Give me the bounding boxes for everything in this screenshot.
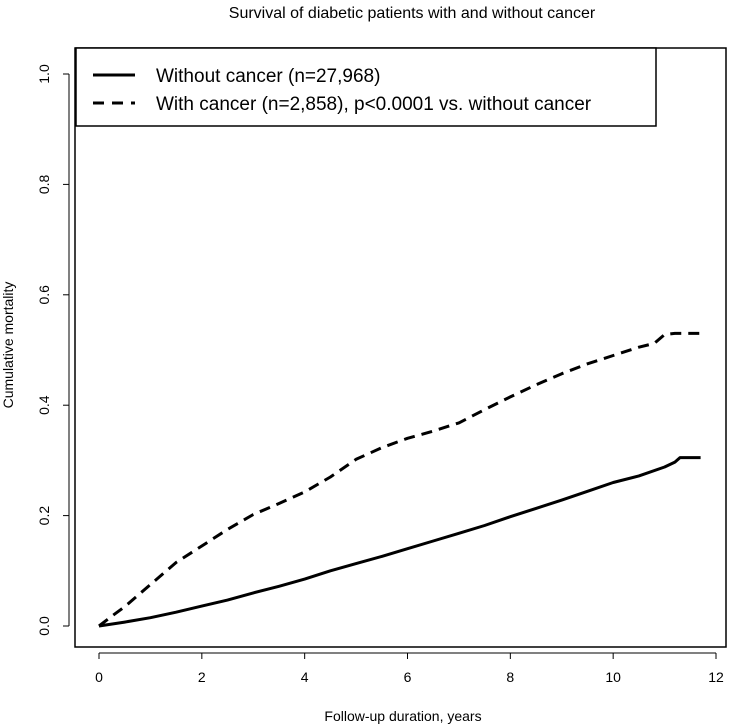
- x-axis-label: Follow-up duration, years: [324, 708, 481, 724]
- x-tick-label: 0: [95, 669, 103, 685]
- y-tick-label: 0.8: [36, 174, 52, 194]
- x-tick-label: 8: [506, 669, 514, 685]
- y-tick-label: 1.0: [36, 64, 52, 84]
- y-axis: 0.0 0.2 0.4 0.6 0.8 1.0: [36, 64, 70, 636]
- y-axis-label: Cumulative mortality: [0, 282, 16, 409]
- plot-frame: [74, 47, 727, 648]
- y-tick-label: 0.0: [36, 616, 52, 636]
- legend: Without cancer (n=27,968) With cancer (n…: [75, 47, 657, 127]
- x-tick-label: 4: [301, 669, 309, 685]
- y-tick-label: 0.2: [36, 506, 52, 526]
- legend-box: [75, 47, 657, 127]
- x-tick-label: 2: [198, 669, 206, 685]
- x-tick-label: 12: [708, 669, 724, 685]
- chart-title: Survival of diabetic patients with and w…: [229, 5, 596, 22]
- series-line-with-cancer: [98, 331, 701, 628]
- legend-label-without-cancer: Without cancer (n=27,968): [156, 66, 380, 87]
- y-tick-label: 0.6: [36, 285, 52, 305]
- series-layer: [98, 331, 701, 628]
- x-tick-label: 10: [605, 669, 621, 685]
- y-tick-label: 0.4: [36, 395, 52, 415]
- x-tick-label: 6: [404, 669, 412, 685]
- series-line-without-cancer: [98, 456, 701, 628]
- legend-label-with-cancer: With cancer (n=2,858), p<0.0001 vs. with…: [156, 94, 592, 115]
- x-axis: 0 2 4 6 8 10 12: [95, 652, 724, 685]
